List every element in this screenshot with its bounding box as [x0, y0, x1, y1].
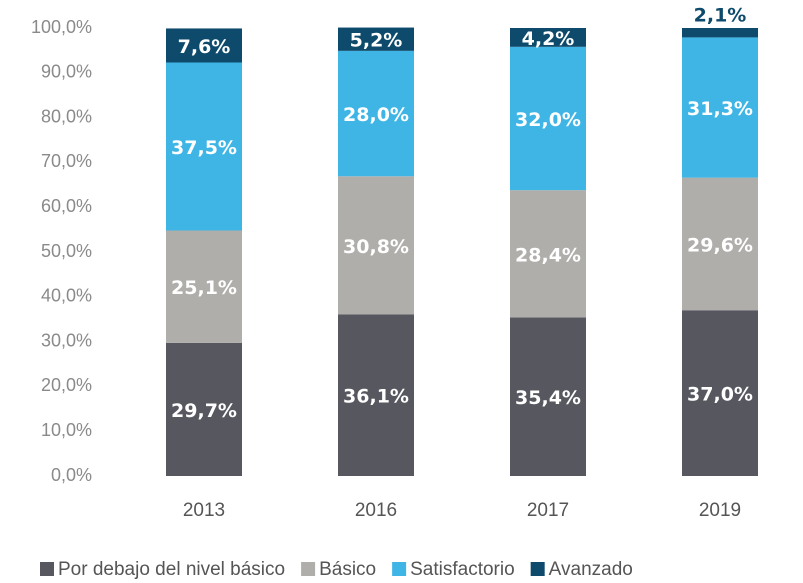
- bar-segment: [682, 28, 758, 38]
- x-tick-label: 2016: [355, 500, 397, 521]
- bar-segment: [166, 342, 242, 476]
- y-tick-label: 40,0%: [41, 286, 92, 306]
- bar-segment: [166, 62, 242, 231]
- legend-label: Por debajo del nivel básico: [58, 559, 285, 580]
- legend-label: Avanzado: [549, 559, 633, 580]
- value-label: 32,0%: [515, 109, 581, 131]
- value-label: 28,0%: [343, 104, 409, 126]
- y-tick-label: 70,0%: [41, 151, 92, 171]
- x-tick-label: 2019: [699, 500, 741, 521]
- value-label: 28,4%: [515, 244, 581, 266]
- legend-swatch: [530, 562, 545, 576]
- bar-segment: [510, 190, 586, 318]
- legend-label: Satisfactorio: [410, 559, 515, 580]
- value-label: 2,1%: [694, 5, 747, 27]
- y-tick-label: 50,0%: [41, 241, 92, 261]
- value-label: 35,4%: [515, 387, 581, 409]
- value-label: 36,1%: [343, 386, 409, 408]
- bar-segment: [510, 46, 586, 191]
- bar-segment: [338, 27, 414, 51]
- value-label: 29,7%: [171, 400, 237, 422]
- bar-segment: [338, 314, 414, 476]
- y-tick-label: 100,0%: [31, 17, 92, 37]
- value-label: 7,6%: [178, 36, 231, 58]
- y-tick-label: 30,0%: [41, 330, 92, 350]
- bar-segment: [682, 37, 758, 178]
- y-tick-label: 80,0%: [41, 106, 92, 126]
- value-label: 4,2%: [522, 28, 575, 50]
- bar-segment: [338, 50, 414, 177]
- value-label: 31,3%: [687, 98, 753, 120]
- value-label: 37,0%: [687, 384, 753, 406]
- bar-segment: [166, 28, 242, 63]
- bar-segment: [682, 177, 758, 311]
- x-tick-label: 2013: [183, 500, 225, 521]
- legend-swatch: [40, 562, 54, 576]
- bar-segment: [510, 28, 586, 47]
- legend-swatch: [301, 562, 316, 576]
- bar-segment: [166, 230, 242, 343]
- legend-label: Básico: [319, 559, 376, 580]
- legend-swatch: [392, 562, 407, 576]
- value-label: 37,5%: [171, 137, 237, 159]
- y-tick-label: 10,0%: [41, 420, 92, 440]
- bar-segment: [338, 176, 414, 315]
- value-label: 30,8%: [343, 236, 409, 258]
- x-tick-label: 2017: [527, 500, 569, 521]
- y-tick-label: 0,0%: [51, 465, 92, 485]
- value-label: 25,1%: [171, 277, 237, 299]
- y-tick-label: 20,0%: [41, 375, 92, 395]
- y-tick-label: 60,0%: [41, 196, 92, 216]
- y-tick-label: 90,0%: [41, 62, 92, 82]
- value-label: 5,2%: [350, 30, 403, 52]
- bar-segment: [510, 317, 586, 476]
- bar-segment: [682, 310, 758, 476]
- value-label: 29,6%: [687, 234, 753, 256]
